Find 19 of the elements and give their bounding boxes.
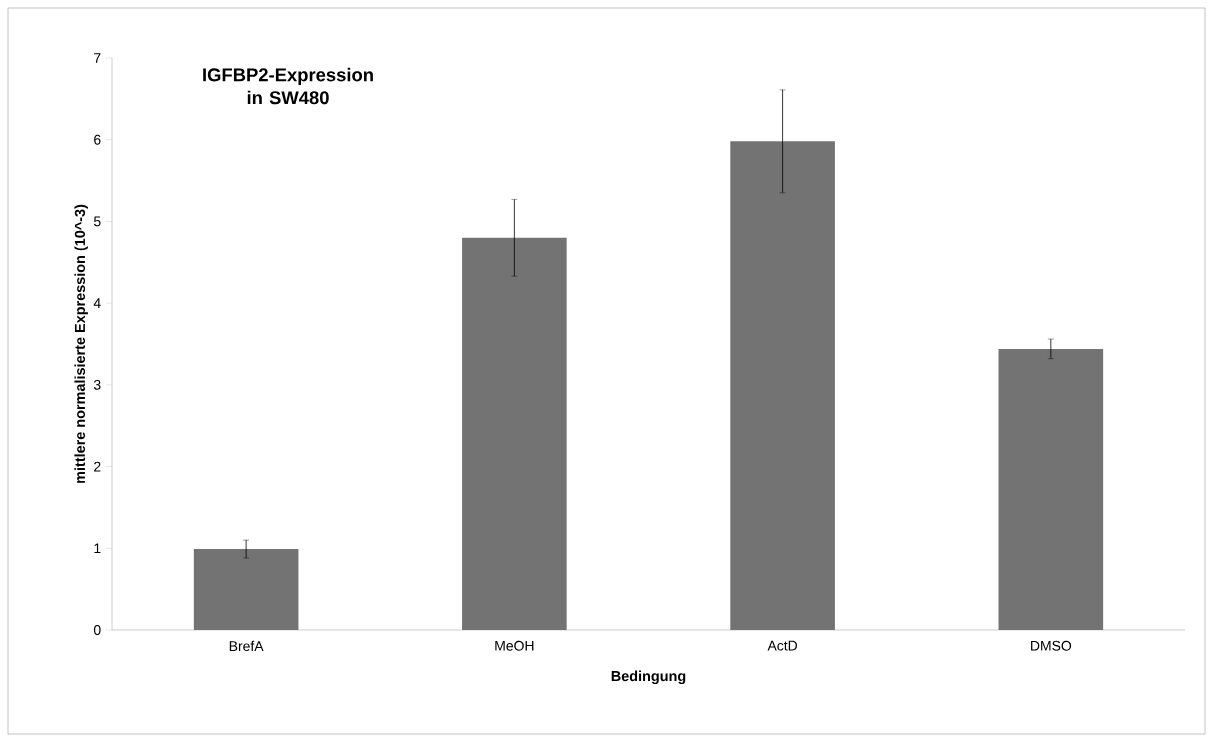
x-axis-title: Bedingung: [611, 670, 686, 685]
x-tick-label: BrefA: [229, 640, 264, 652]
y-tick-label: 4: [93, 298, 101, 308]
y-tick-label: 7: [94, 53, 101, 63]
y-axis-title: mittlere normalisierte Expression (10^-3): [74, 204, 88, 483]
y-tick-label: 2: [94, 461, 101, 472]
bar: [998, 348, 1104, 630]
y-tick-label: 0: [93, 625, 101, 635]
y-tick-label: 6: [94, 134, 101, 145]
y-tick-label: 3: [93, 379, 101, 390]
text: IGFBP2-Expression in SW480: [203, 67, 373, 105]
y-tick-label: 1: [94, 543, 101, 554]
x-tick-label: ActD: [767, 640, 798, 651]
bar: [193, 549, 299, 630]
x-tick-label: MeOH: [495, 640, 534, 651]
bar: [730, 141, 835, 630]
x-tick-label: DMSO: [1031, 640, 1072, 651]
bar: [462, 237, 567, 630]
y-tick-label: 5: [93, 216, 101, 227]
